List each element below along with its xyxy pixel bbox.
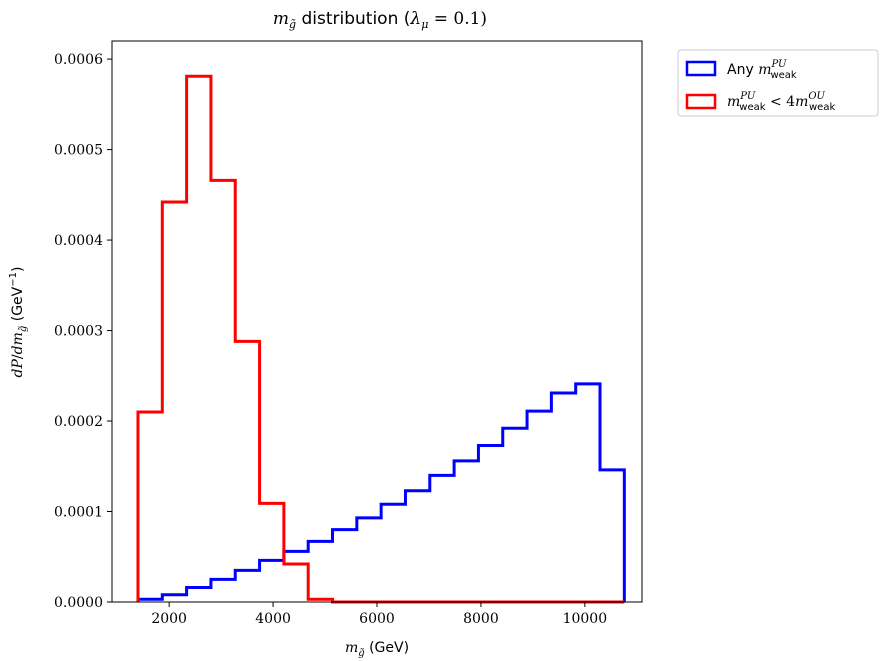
x-tick-label: 6000 [359,611,395,627]
chart-title: mg̃ distribution (λμ = 0.1) [273,9,487,31]
series-1-step-line [136,74,625,604]
y-axis: 0.0000 0.0001 0.0002 0.0003 0.0004 0.0005 0.00… [54,52,112,611]
legend-swatch-any [685,60,717,77]
legend-label-any: Any mPU weak [727,59,797,81]
legend-box [677,49,879,117]
x-tick-label: 10000 [563,611,608,627]
series-layer [136,74,626,604]
y-tick-label: 0.0004 [54,233,103,249]
y-tick-label: 0.0005 [54,143,103,159]
y-tick-label: 0.0006 [54,52,103,68]
y-tick-label: 0.0003 [54,324,103,340]
y-tick-label: 0.0001 [54,505,103,521]
y-tick-label: 0.0000 [54,595,103,611]
legend-label-filtered: mPU weak < 4mOU weak [727,91,835,113]
x-tick-label: 4000 [255,611,291,627]
series-0-step-line [136,382,626,602]
legend: Any mPU weak mPU weak < 4mOU weak [677,49,879,117]
legend-swatch-filtered [685,93,717,110]
y-tick-label: 0.0002 [54,414,103,430]
x-tick-label: 2000 [151,611,187,627]
x-tick-label: 8000 [463,611,499,627]
y-axis-label: dP/dmg̃ (GeV−1) [8,267,29,378]
x-axis: 2000 4000 6000 8000 10000 [151,602,607,627]
x-axis-label: mg̃ (GeV) [345,640,409,659]
